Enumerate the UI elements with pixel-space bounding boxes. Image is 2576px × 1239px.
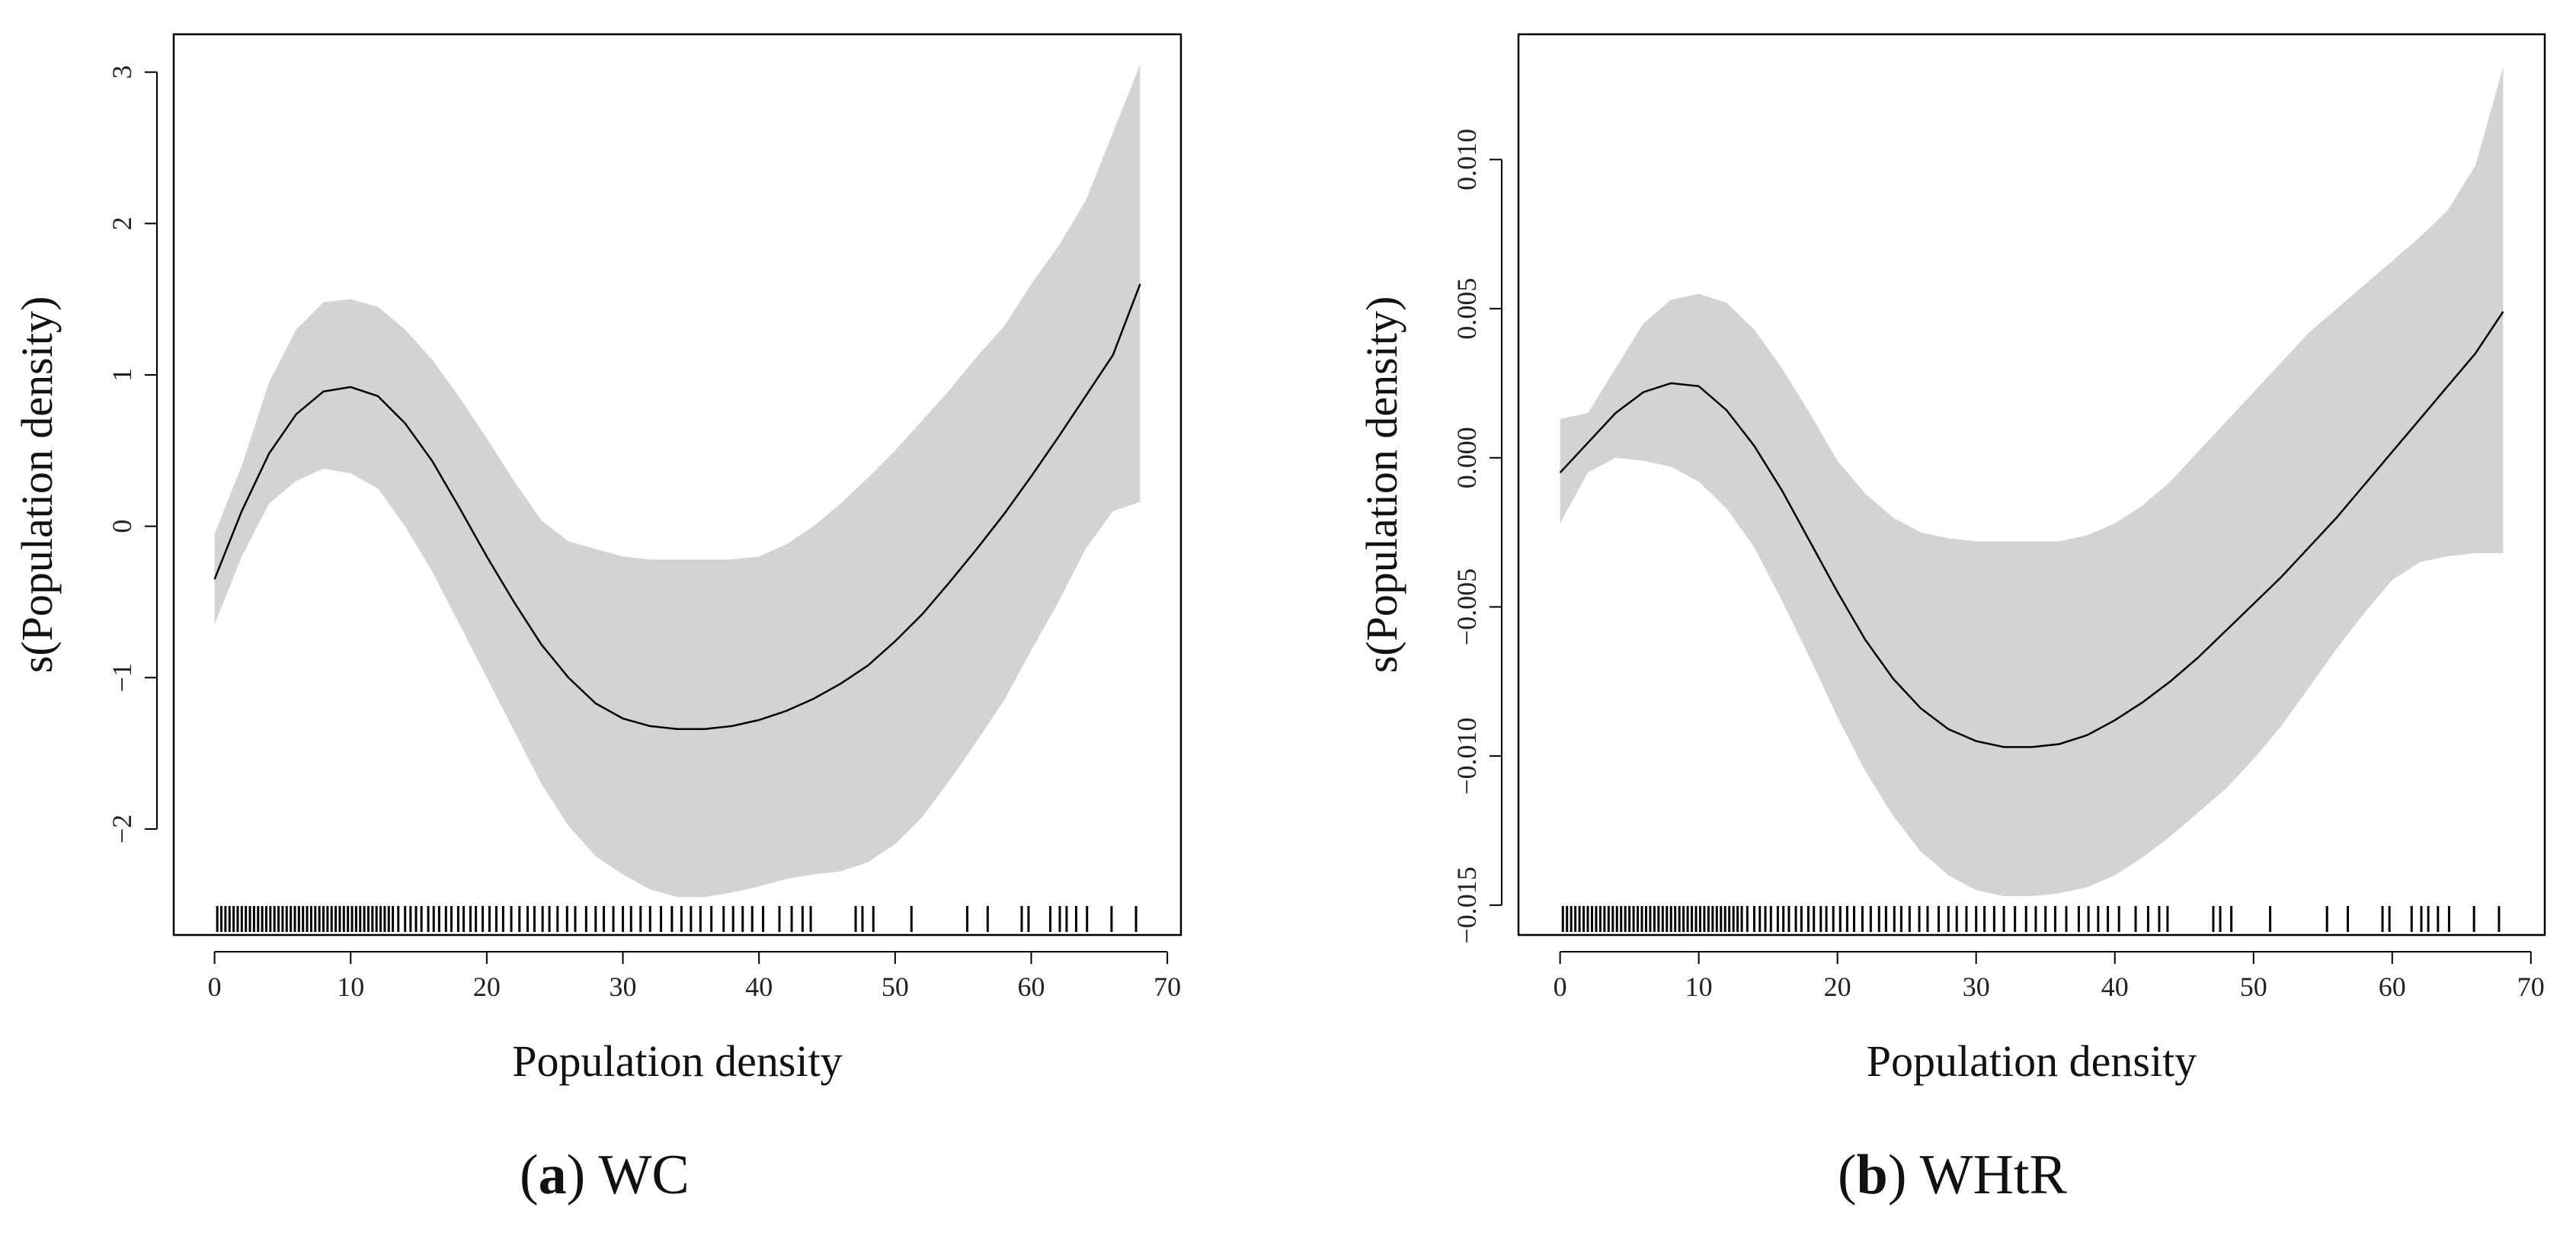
- y-tick-label-a-3: 1: [107, 368, 137, 382]
- x-tick-label-a-7: 70: [1154, 972, 1181, 1002]
- y-axis-title-a: s(Population density): [12, 296, 62, 674]
- y-tick-label-a-2: 0: [107, 520, 137, 533]
- y-tick-label-b-2: −0.005: [1451, 568, 1482, 645]
- x-tick-label-b-6: 60: [2379, 972, 2406, 1002]
- plot-frame-b: [1517, 33, 2546, 936]
- caption-b: (b) WHtR: [1838, 1144, 2067, 1206]
- plot-frame-a: [172, 33, 1182, 936]
- x-tick-label-a-2: 20: [473, 972, 501, 1002]
- x-axis-title-b: Population density: [1867, 1036, 2197, 1086]
- confidence-band-a: [214, 64, 1141, 898]
- x-tick-label-a-0: 0: [208, 972, 222, 1002]
- panel-b: 0 10 20 30 40 50 60 70 Population density −0.015 −…: [1357, 33, 2546, 1086]
- caption-a-text: WC: [598, 1144, 690, 1206]
- y-tick-label-b-4: 0.005: [1451, 278, 1482, 340]
- y-tick-label-a-5: 3: [107, 66, 137, 79]
- panel-a: 0 10 20 30 40 50 60 70 Population density −2 −1 0 1 2…: [12, 33, 1182, 1086]
- confidence-band-b: [1560, 67, 2504, 897]
- x-tick-label-b-0: 0: [1554, 972, 1567, 1002]
- caption-b-letter: b: [1856, 1144, 1888, 1206]
- x-tick-label-a-1: 10: [337, 972, 364, 1002]
- caption-a: (a) WC: [520, 1144, 690, 1206]
- x-axis-title-a: Population density: [512, 1036, 842, 1086]
- smooth-line-b: [1559, 311, 2504, 748]
- x-tick-label-a-5: 50: [882, 972, 909, 1002]
- x-tick-label-b-7: 70: [2517, 972, 2545, 1002]
- y-tick-label-b-5: 0.010: [1451, 129, 1482, 190]
- x-tick-label-a-3: 30: [610, 972, 637, 1002]
- y-tick-label-b-0: −0.015: [1451, 866, 1482, 943]
- x-tick-label-b-3: 30: [1963, 972, 1990, 1002]
- x-tick-label-b-2: 20: [1824, 972, 1851, 1002]
- x-tick-label-b-5: 50: [2240, 972, 2267, 1002]
- x-tick-label-a-4: 40: [745, 972, 773, 1002]
- y-tick-label-b-3: 0.000: [1451, 427, 1482, 488]
- caption-b-text: WHtR: [1919, 1144, 2067, 1206]
- y-tick-label-a-4: 2: [107, 216, 137, 230]
- x-tick-label-b-1: 10: [1685, 972, 1713, 1002]
- smooth-line-a: [213, 283, 1141, 731]
- x-tick-label-b-4: 40: [2101, 972, 2129, 1002]
- y-tick-label-b-1: −0.010: [1451, 718, 1482, 795]
- y-axis-title-b: s(Population density): [1357, 296, 1406, 674]
- caption-a-letter: a: [538, 1144, 567, 1206]
- y-tick-label-a-0: −2: [107, 815, 137, 844]
- x-tick-label-a-6: 60: [1017, 972, 1045, 1002]
- y-tick-label-a-1: −1: [107, 663, 137, 692]
